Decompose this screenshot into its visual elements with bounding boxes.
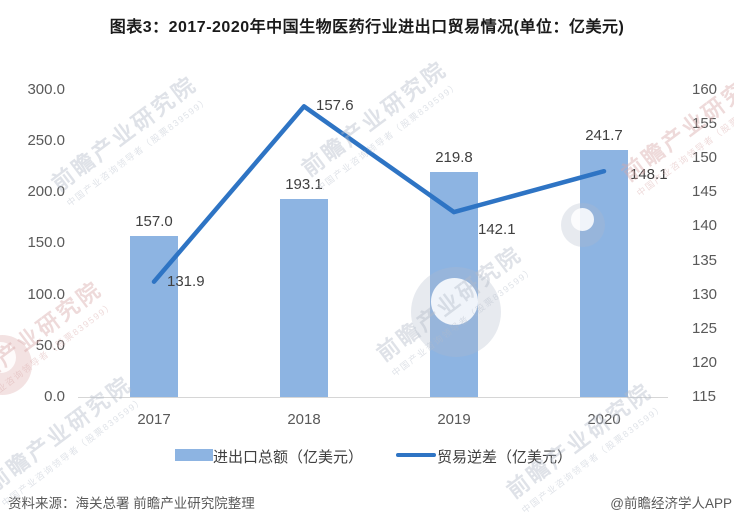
y-axis-left-tick: 50.0 — [35, 337, 65, 354]
chart-title: 图表3：2017-2020年中国生物医药行业进出口贸易情况(单位：亿美元) — [109, 19, 625, 36]
y-axis-right-tick: 115 — [692, 388, 716, 405]
bar-value-label: 157.0 — [135, 213, 173, 231]
y-axis-left-tick: 300.0 — [27, 81, 65, 98]
bar-2017 — [130, 236, 178, 397]
x-axis-label-2020: 2020 — [587, 411, 621, 428]
watermark-text: 前瞻产业研究院 中国产业咨询领导者（股票839599） — [47, 70, 212, 209]
app-credit: @前瞻经济学人APP — [610, 496, 732, 511]
y-axis-left-tick: 150.0 — [27, 234, 65, 251]
legend-bar-swatch — [175, 449, 213, 461]
y-axis-right-tick: 135 — [692, 252, 718, 269]
y-axis-right-tick: 140 — [692, 217, 718, 234]
legend-label-total-trade: 进出口总额（亿美元） — [213, 449, 364, 466]
y-axis-right-tick: 160 — [692, 81, 718, 98]
legend-line-swatch — [396, 453, 436, 457]
x-axis-label-2019: 2019 — [437, 411, 471, 428]
bar-2018 — [280, 199, 328, 397]
y-axis-left-tick: 200.0 — [27, 183, 65, 200]
y-axis-right-tick: 155 — [692, 115, 718, 132]
bar-2019 — [430, 172, 478, 397]
bar-2020 — [580, 149, 628, 397]
bar-value-label: 241.7 — [585, 126, 623, 144]
y-axis-left-tick: 100.0 — [27, 286, 65, 303]
bar-value-label: 193.1 — [285, 176, 323, 194]
line-value-label: 131.9 — [167, 273, 205, 290]
bar-value-label: 219.8 — [435, 149, 473, 167]
y-axis-right-tick: 125 — [692, 320, 718, 337]
line-value-label: 142.1 — [478, 221, 516, 238]
line-value-label: 148.1 — [630, 166, 668, 183]
y-axis-right-tick: 145 — [692, 183, 718, 200]
y-axis-right-tick: 130 — [692, 286, 718, 303]
trade-deficit-line — [151, 104, 607, 284]
line-value-label: 157.6 — [316, 97, 354, 114]
y-axis-right-tick: 150 — [692, 149, 718, 166]
y-axis-left-tick: 250.0 — [27, 132, 65, 149]
y-axis-right-tick: 120 — [692, 354, 718, 371]
data-source-note: 资料来源：海关总署 前瞻产业研究院整理 — [8, 496, 255, 511]
x-axis-label-2018: 2018 — [287, 411, 321, 428]
x-axis-line — [78, 397, 668, 398]
x-axis-label-2017: 2017 — [137, 411, 171, 428]
legend-label-trade-deficit: 贸易逆差（亿美元） — [437, 449, 573, 466]
y-axis-left-tick: 0.0 — [44, 388, 65, 405]
